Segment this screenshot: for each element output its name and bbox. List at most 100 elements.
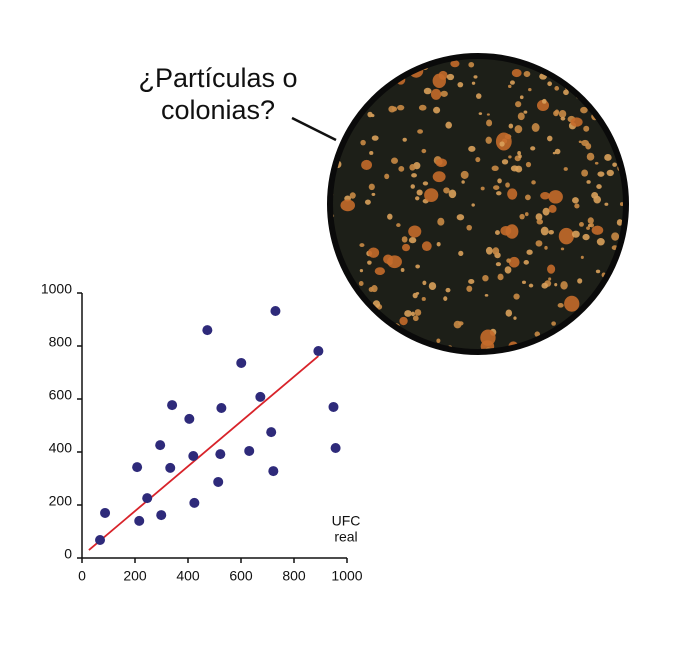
- colony: [596, 238, 605, 246]
- colony: [495, 132, 512, 151]
- colony: [581, 169, 589, 177]
- colony: [492, 247, 500, 255]
- colony: [402, 137, 407, 142]
- colony: [517, 150, 522, 156]
- colony: [468, 278, 475, 284]
- x-axis-label: real: [334, 529, 357, 545]
- colony: [484, 293, 489, 297]
- colony: [521, 280, 526, 284]
- colony: [387, 213, 393, 220]
- colony: [531, 180, 536, 185]
- colony: [475, 93, 482, 99]
- x-tick-label: 400: [176, 568, 200, 584]
- colony: [586, 152, 595, 161]
- dish-border: [327, 53, 629, 355]
- colony: [526, 249, 533, 255]
- colony: [508, 155, 512, 159]
- colony: [408, 237, 417, 244]
- colonies: [330, 56, 625, 352]
- x-tick-label: 800: [282, 568, 306, 584]
- colony: [591, 225, 604, 235]
- colony: [423, 87, 432, 95]
- colony: [436, 241, 441, 247]
- colony: [445, 287, 451, 293]
- colony: [412, 315, 419, 322]
- data-point: [95, 534, 106, 545]
- colony: [410, 311, 415, 317]
- colony: [596, 184, 602, 189]
- colony: [525, 161, 532, 168]
- colony: [513, 316, 517, 320]
- colony: [460, 170, 469, 179]
- colony: [517, 112, 525, 121]
- colony: [507, 84, 512, 89]
- colony: [417, 129, 424, 134]
- colony: [525, 194, 531, 201]
- data-point: [268, 466, 279, 477]
- colony: [428, 282, 437, 291]
- colony: [437, 217, 445, 226]
- colony: [371, 192, 376, 196]
- pointer-line: [291, 116, 337, 142]
- colony: [374, 267, 386, 276]
- colony: [364, 199, 371, 205]
- colony: [443, 296, 448, 301]
- colony: [421, 297, 426, 301]
- colony: [349, 192, 356, 199]
- colony: [471, 81, 476, 85]
- colony: [408, 225, 422, 238]
- colony: [473, 75, 478, 79]
- data-point: [142, 493, 153, 504]
- colony: [466, 285, 473, 292]
- colony: [491, 165, 499, 171]
- data-point: [165, 462, 176, 473]
- colony: [424, 188, 439, 203]
- colony: [579, 222, 584, 227]
- colony: [461, 180, 465, 184]
- colony: [536, 219, 544, 225]
- colony: [511, 68, 522, 78]
- colony: [397, 104, 405, 111]
- colony: [412, 292, 418, 299]
- colony: [457, 81, 464, 88]
- colony: [404, 310, 412, 317]
- colony: [409, 164, 416, 171]
- colony: [507, 188, 518, 200]
- colony: [528, 283, 534, 288]
- colony: [485, 136, 492, 144]
- colony: [604, 154, 612, 161]
- colony: [391, 106, 398, 112]
- y-tick-label: 400: [49, 440, 73, 456]
- colony: [528, 88, 532, 92]
- colony: [548, 204, 557, 213]
- colony: [506, 258, 511, 263]
- colony: [508, 123, 514, 129]
- colony: [400, 268, 405, 273]
- colony: [586, 180, 591, 184]
- colony: [544, 245, 548, 250]
- colony: [391, 157, 399, 164]
- colony: [422, 280, 427, 286]
- colony: [554, 109, 560, 115]
- colony: [446, 73, 455, 81]
- colony: [384, 173, 390, 180]
- y-tick-label: 200: [49, 493, 73, 509]
- data-point: [255, 391, 266, 402]
- colony: [581, 139, 589, 147]
- data-point: [270, 306, 281, 317]
- y-tick-label: 600: [49, 387, 73, 403]
- colony: [340, 199, 356, 212]
- colony: [604, 202, 609, 206]
- colony: [548, 229, 554, 235]
- annotation: colonias?: [161, 95, 275, 125]
- colony: [554, 86, 560, 91]
- data-point: [100, 507, 111, 518]
- colony: [436, 338, 441, 344]
- colony: [485, 246, 493, 255]
- colony: [619, 202, 624, 207]
- colony: [560, 116, 566, 121]
- y-tick-label: 0: [64, 546, 72, 562]
- colony: [589, 223, 595, 228]
- colony: [551, 321, 556, 326]
